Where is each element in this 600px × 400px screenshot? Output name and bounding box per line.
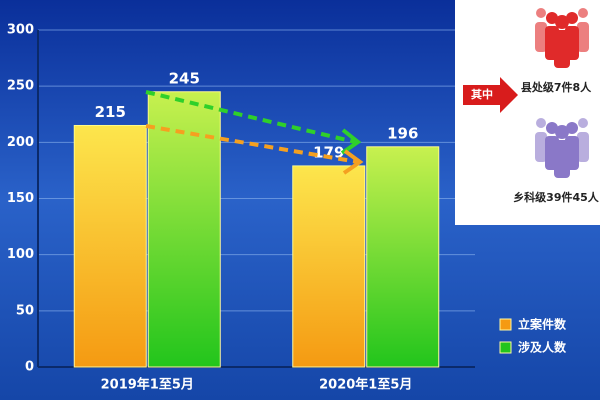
- value-label: 215: [95, 103, 126, 121]
- people-icon: [535, 118, 589, 178]
- x-tick-label: 2019年1至5月: [101, 377, 194, 393]
- y-tick-label: 0: [25, 360, 34, 375]
- y-tick-label: 150: [7, 191, 34, 206]
- people-icon: [535, 8, 589, 68]
- inset-arrow: [463, 77, 518, 113]
- arrow-head: [340, 128, 362, 155]
- inset-item: 乡科级39件45人: [513, 190, 600, 204]
- legend-label: 立案件数: [518, 317, 567, 332]
- y-tick-label: 50: [16, 303, 34, 318]
- y-tick-label: 300: [7, 23, 34, 38]
- value-label: 196: [387, 124, 418, 142]
- inset-label: 其中: [471, 87, 493, 101]
- trend-arrow: [145, 124, 359, 164]
- y-tick-label: 250: [7, 79, 34, 94]
- value-label: 245: [169, 69, 200, 87]
- bar: [366, 146, 440, 368]
- value-label: 179: [313, 143, 344, 161]
- trend-arrow: [145, 90, 356, 144]
- legend-swatch: [499, 341, 512, 354]
- arrow-head: [342, 149, 364, 175]
- inset: 其中 县处级7件8人 乡科级39件45人: [455, 0, 600, 225]
- bar: [292, 165, 366, 368]
- y-tick-label: 200: [7, 135, 34, 150]
- x-tick-label: 2020年1至5月: [319, 377, 412, 393]
- y-tick-label: 100: [7, 247, 34, 262]
- inset-item: 县处级7件8人: [521, 80, 592, 94]
- legend-swatch: [499, 318, 512, 331]
- bar: [73, 124, 147, 368]
- legend-label: 涉及人数: [518, 340, 567, 355]
